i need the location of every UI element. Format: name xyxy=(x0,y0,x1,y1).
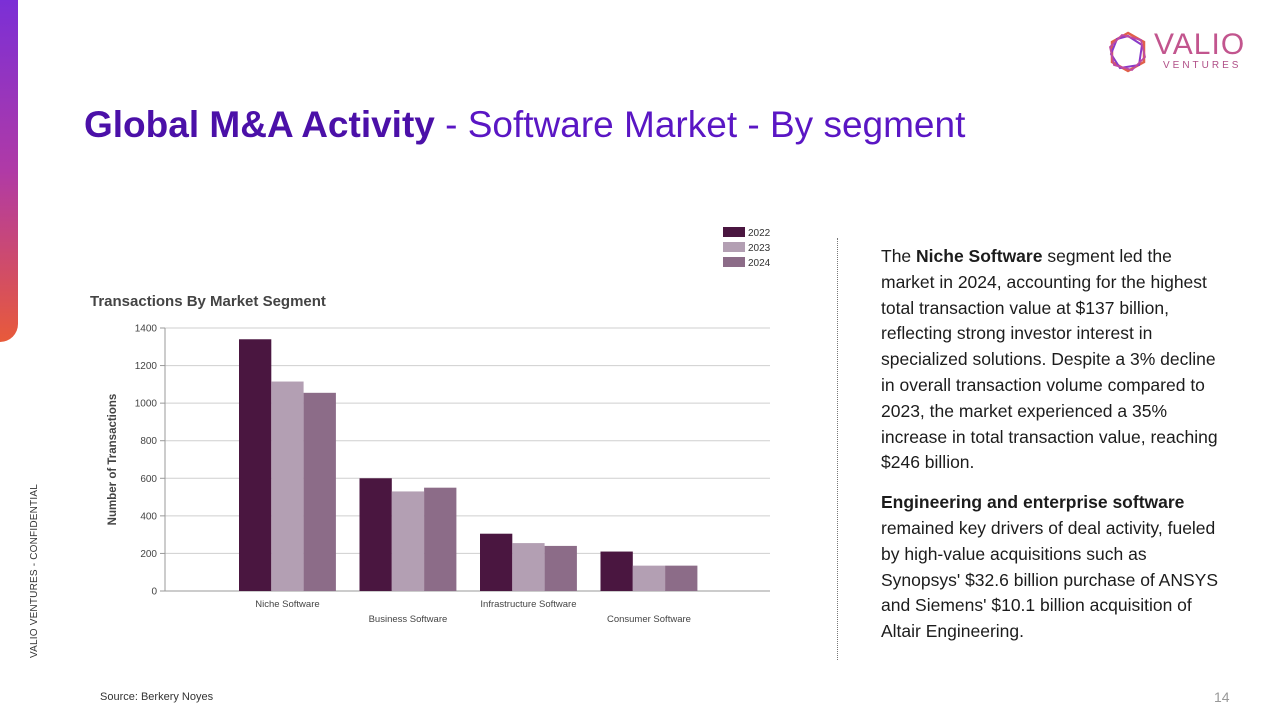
y-tick-label: 200 xyxy=(140,549,157,560)
valio-logo: VALIO VENTURES xyxy=(1106,28,1248,76)
bar-2023-0 xyxy=(271,381,304,591)
p1-highlight: Niche Software xyxy=(916,246,1043,266)
bar-chart: Transactions By Market Segment 0 200 400 600… xyxy=(90,227,771,625)
y-tick-label: 1000 xyxy=(135,399,158,410)
bar-2022-0 xyxy=(239,339,272,591)
logo-wordmark: VALIO xyxy=(1154,28,1246,61)
logo-subtitle: VENTURES xyxy=(1163,60,1242,71)
x-tick-label: Infrastructure Software xyxy=(480,599,576,610)
legend-swatch-2023 xyxy=(723,242,745,252)
p2-text-post: remained key drivers of deal activity, f… xyxy=(881,517,1219,642)
p1-text-post: segment led the market in 2024, accounti… xyxy=(881,246,1218,473)
bar-2024-3 xyxy=(665,565,698,591)
p1-text-pre: The xyxy=(881,246,917,266)
paragraph-1: The Niche Software segment led the marke… xyxy=(881,244,1221,476)
bar-2024-0 xyxy=(303,392,336,591)
y-tick-label: 400 xyxy=(140,511,157,522)
title-bold: Global M&A Activity xyxy=(84,104,435,145)
y-tick-label: 600 xyxy=(140,474,157,485)
legend-label: 2022 xyxy=(748,228,771,239)
x-tick-label: Consumer Software xyxy=(607,614,691,625)
x-tick-label: Niche Software xyxy=(255,599,319,610)
vertical-divider xyxy=(837,238,838,660)
bar-2023-2 xyxy=(512,543,545,591)
accent-bar xyxy=(0,0,18,342)
title-rest: - Software Market - By segment xyxy=(434,104,966,145)
y-tick-label: 1400 xyxy=(135,324,158,335)
legend-swatch-2022 xyxy=(723,227,745,237)
bar-2023-3 xyxy=(632,565,666,591)
bar-2022-2 xyxy=(480,533,513,591)
legend-swatch-2024 xyxy=(723,257,745,267)
chart-container: Transactions By Market Segment 0 200 400 600… xyxy=(84,220,784,640)
source-note: Source: Berkery Noyes xyxy=(100,691,214,703)
x-tick-label: Business Software xyxy=(369,614,448,625)
paragraph-2: Engineering and enterprise software rema… xyxy=(881,490,1221,645)
p2-highlight: Engineering and enterprise software xyxy=(881,492,1185,513)
legend-label: 2024 xyxy=(748,258,771,269)
bar-2022-3 xyxy=(600,551,633,591)
bar-2024-2 xyxy=(544,545,577,591)
bar-2022-1 xyxy=(359,478,392,591)
chart-title: Transactions By Market Segment xyxy=(90,293,326,310)
commentary: The Niche Software segment led the marke… xyxy=(881,244,1221,659)
page-title: Global M&A Activity - Software Market - … xyxy=(84,104,965,146)
page-number: 14 xyxy=(1214,689,1230,705)
bar-2024-1 xyxy=(424,487,457,591)
y-tick-label: 1200 xyxy=(135,361,158,372)
confidential-label: VALIO VENTURES - CONFIDENTIAL xyxy=(29,484,40,658)
legend-label: 2023 xyxy=(748,243,771,254)
logo-hexagon-icon xyxy=(1109,31,1146,73)
y-axis-label: Number of Transactions xyxy=(107,394,119,526)
y-tick-label: 800 xyxy=(140,436,157,447)
bar-2023-1 xyxy=(391,491,425,591)
y-tick-label: 0 xyxy=(151,587,157,598)
